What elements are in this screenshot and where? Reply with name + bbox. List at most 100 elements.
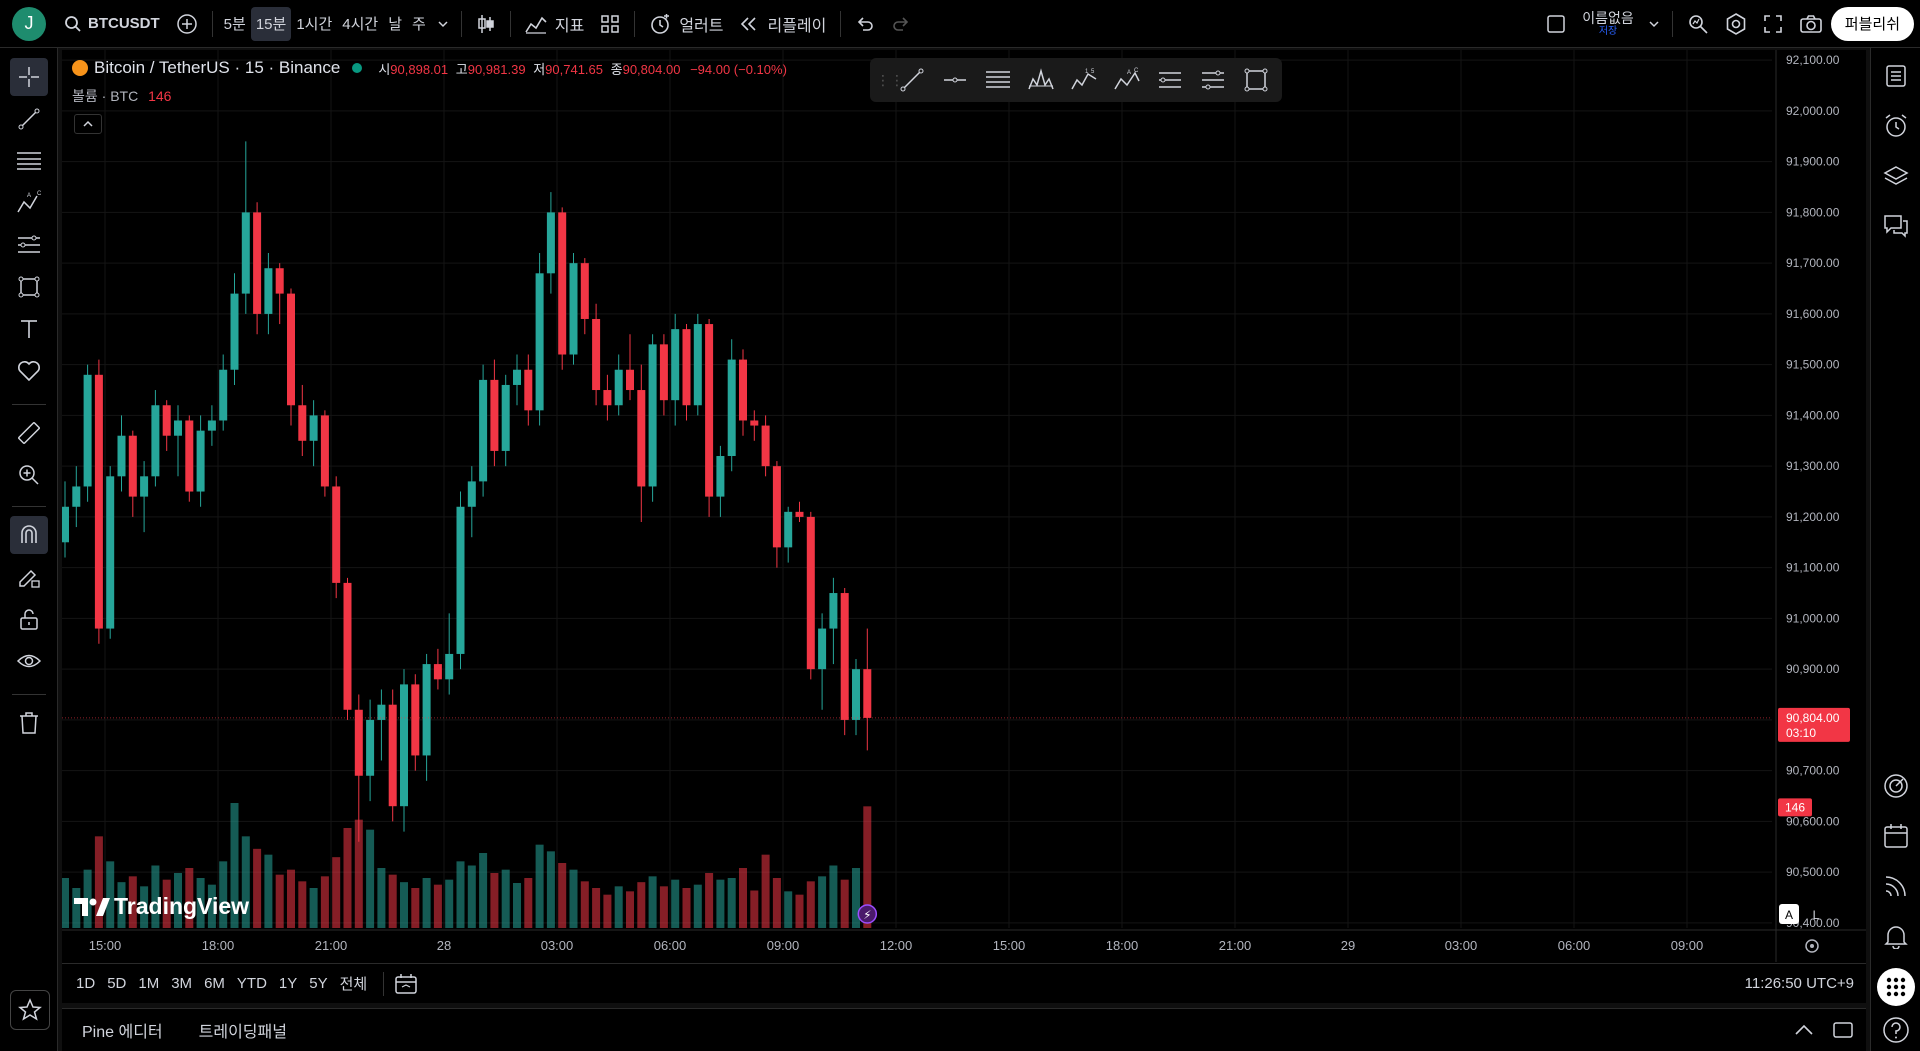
goto-date-button[interactable] <box>394 973 418 995</box>
range-1d[interactable]: 1D <box>76 975 96 992</box>
notifications-button[interactable] <box>1878 918 1914 954</box>
timeframe-1h[interactable]: 1시간 <box>296 16 333 33</box>
settings-button[interactable] <box>1717 7 1755 41</box>
volume-label[interactable]: 볼륨 · BTC <box>72 88 139 104</box>
object-tree-button[interactable] <box>1878 158 1914 194</box>
fav-parallel-channel[interactable] <box>1148 60 1191 100</box>
help-button[interactable] <box>1878 1012 1914 1048</box>
log-scale-label[interactable]: L <box>1813 908 1820 922</box>
fav-head-shoulders[interactable] <box>1019 60 1062 100</box>
undo-button[interactable] <box>847 7 883 41</box>
range-all[interactable]: 전체 <box>339 976 368 993</box>
zoom-in-tool[interactable] <box>10 456 48 494</box>
indicators-button[interactable]: 지표 <box>517 7 592 41</box>
lock-drawings-tool[interactable] <box>10 600 48 638</box>
fav-trend-line[interactable] <box>890 60 933 100</box>
chart-settings-gear-icon[interactable] <box>1805 939 1819 953</box>
tradingview-logo[interactable]: TradingView <box>74 893 249 920</box>
volume-bar <box>501 869 510 928</box>
time-tick-label: 12:00 <box>880 938 913 953</box>
maximize-panel-button[interactable] <box>1824 1021 1866 1039</box>
collapse-legend-button[interactable] <box>74 114 102 134</box>
fav-fib-retracement[interactable] <box>976 60 1019 100</box>
fav-forecast[interactable] <box>1191 60 1234 100</box>
timezone-clock[interactable]: 11:26:50 UTC+9 <box>1744 975 1854 992</box>
layouts-button[interactable] <box>592 7 628 41</box>
tab-pine-editor[interactable]: Pine 에디터 <box>82 1024 163 1041</box>
snapshot-button[interactable] <box>1791 7 1831 41</box>
expand-panel-button[interactable] <box>1784 1023 1824 1037</box>
timeframe-week[interactable]: 주 <box>412 16 426 33</box>
layout-name-button[interactable]: 이름없음 저장 <box>1574 7 1642 41</box>
range-3m[interactable]: 3M <box>171 975 193 992</box>
toolbar-divider <box>509 10 511 37</box>
fullscreen-button[interactable] <box>1755 7 1791 41</box>
range-ytd[interactable]: YTD <box>236 975 267 992</box>
drag-handle-icon[interactable]: ⋮⋮ <box>876 71 904 88</box>
crosshair-tool[interactable] <box>10 58 48 96</box>
auto-scale-button[interactable] <box>1779 904 1799 924</box>
chart-type-button[interactable] <box>468 7 504 41</box>
fav-horizontal-ray[interactable] <box>933 60 976 100</box>
volume-bar <box>445 879 454 928</box>
range-1m[interactable]: 1M <box>138 975 160 992</box>
magnet-tool[interactable] <box>10 516 48 554</box>
watchlist-button[interactable] <box>1878 58 1914 94</box>
candle-body <box>117 435 126 477</box>
time-axis[interactable]: 15:00 18:00 21:00 28 03:00 06:00 09:00 12:00 15:… <box>62 929 1866 953</box>
redo-button[interactable] <box>883 7 919 41</box>
chats-button[interactable] <box>1878 208 1914 244</box>
timeframe-15m[interactable]: 15분 <box>250 6 292 41</box>
trend-line-tool[interactable] <box>10 100 48 138</box>
range-1y[interactable]: 1Y <box>278 975 298 992</box>
layout-menu-dropdown[interactable] <box>1642 7 1666 41</box>
remove-drawings-tool[interactable] <box>10 704 48 742</box>
timeframe-dropdown[interactable] <box>431 7 455 41</box>
stay-in-drawing-mode-tool[interactable] <box>10 558 48 596</box>
volume-bar <box>659 886 668 928</box>
layout-select-checkbox[interactable] <box>1538 7 1574 41</box>
fav-rectangle[interactable] <box>1234 60 1277 100</box>
legend-title[interactable]: Bitcoin / TetherUS · 15 · Binance <box>94 58 341 77</box>
timeframe-4h[interactable]: 4시간 <box>342 16 379 33</box>
fib-retracement-tool[interactable] <box>10 142 48 180</box>
timeframe-day[interactable]: 날 <box>388 16 403 33</box>
range-5y[interactable]: 5Y <box>309 975 328 992</box>
alerts-panel-button[interactable] <box>1878 108 1914 144</box>
price-axis[interactable]: 92,100.00 92,000.00 91,900.00 91,800.00 91,7… <box>1775 50 1866 962</box>
range-5d[interactable]: 5D <box>107 975 127 992</box>
timeframe-5m[interactable]: 5분 <box>223 16 246 33</box>
volume-bar <box>253 848 262 928</box>
news-feed-button[interactable] <box>1878 868 1914 904</box>
symbol-search-button[interactable]: BTCUSDT <box>56 7 168 41</box>
compare-symbol-button[interactable] <box>168 7 206 41</box>
favorites-tool[interactable] <box>10 352 48 390</box>
svg-text:C: C <box>37 191 42 197</box>
hide-drawings-tool[interactable] <box>10 642 48 680</box>
measure-tool[interactable] <box>10 414 48 452</box>
range-6m[interactable]: 6M <box>204 975 225 992</box>
products-menu-button[interactable] <box>1877 968 1915 1006</box>
volume-bar <box>62 878 69 928</box>
candle-body <box>603 390 612 406</box>
publish-button[interactable]: 퍼블리쉬 <box>1830 6 1914 41</box>
replay-button[interactable]: 리플레이 <box>731 7 834 41</box>
volume-bar <box>580 881 589 928</box>
text-tool[interactable] <box>10 310 48 348</box>
watchlist-favorites-button[interactable] <box>10 990 50 1030</box>
chart-pane[interactable]: ⚡ 92,100.00 92,000.00 91,900.00 91,800.00 91… <box>62 50 1866 993</box>
forecast-tool[interactable] <box>10 226 48 264</box>
quick-search-button[interactable] <box>1679 7 1717 41</box>
price-chart[interactable]: ⚡ 92,100.00 92,000.00 91,900.00 91,800.00 91… <box>62 50 1866 962</box>
user-avatar[interactable]: J <box>12 6 46 41</box>
alert-button[interactable]: 얼러트 <box>641 7 731 41</box>
shapes-tool[interactable] <box>10 268 48 306</box>
calendar-button[interactable] <box>1878 818 1914 854</box>
low-value: 90,741.65 <box>545 61 603 77</box>
tab-trading-panel[interactable]: 트레이딩패널 <box>198 1024 287 1041</box>
technicals-button[interactable] <box>1878 768 1914 804</box>
